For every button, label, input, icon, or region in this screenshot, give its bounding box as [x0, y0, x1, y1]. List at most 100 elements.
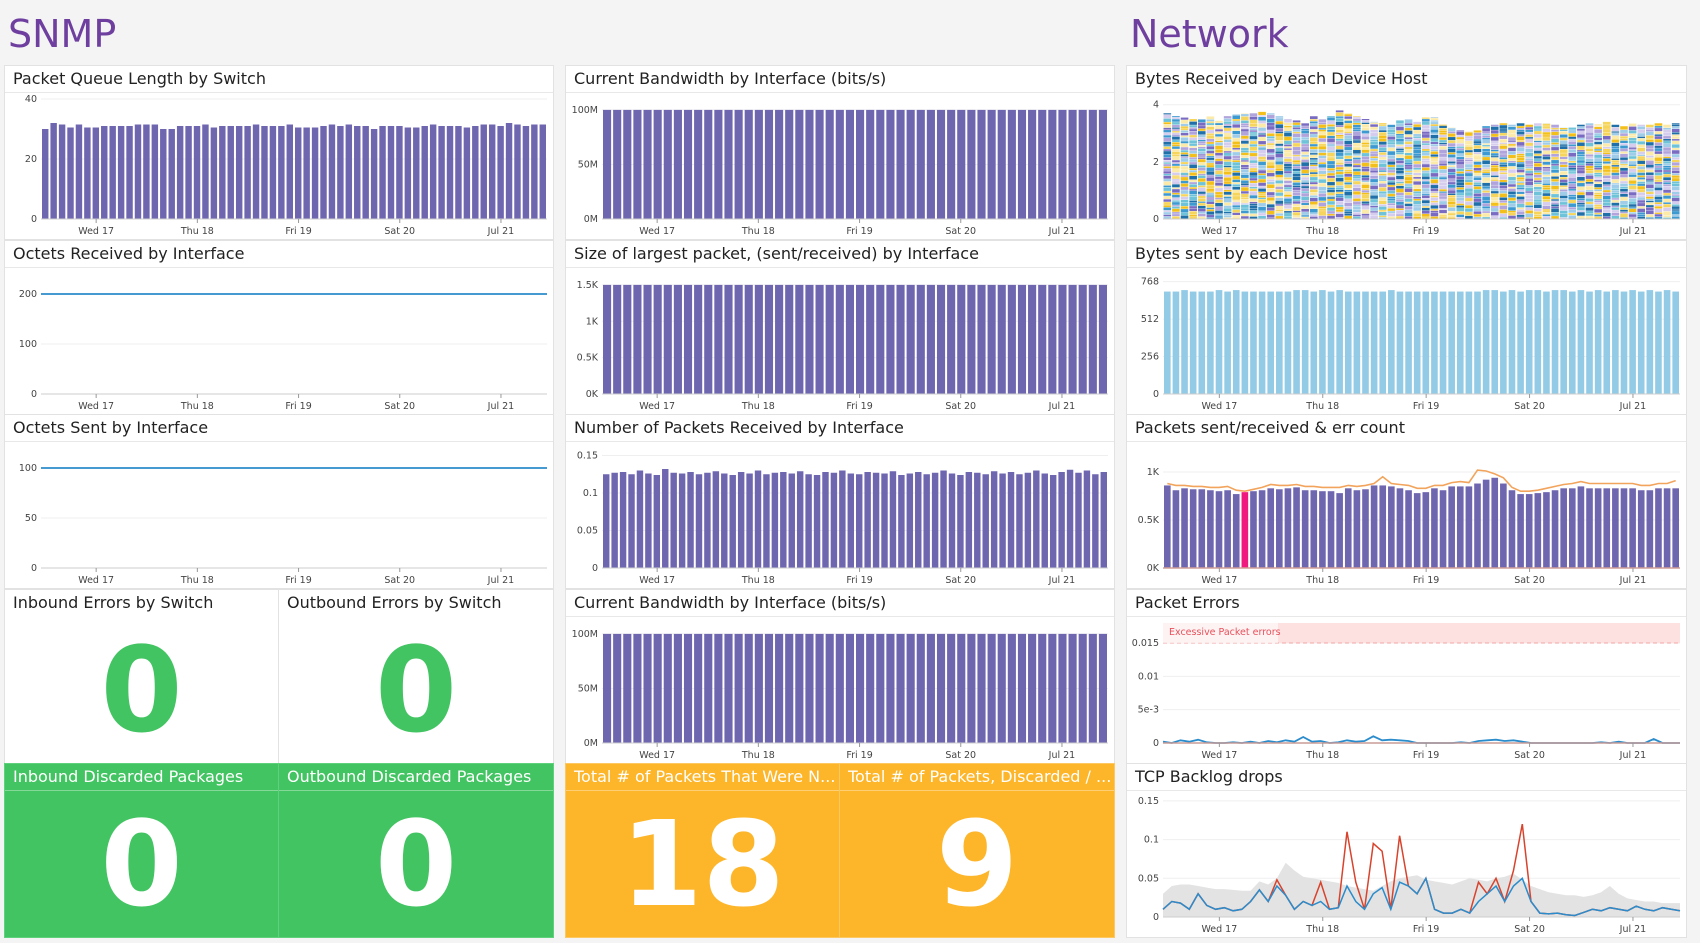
- stack-segment: [1577, 173, 1585, 177]
- x-tick-label: Fri 19: [285, 401, 311, 412]
- stack-segment: [1215, 176, 1223, 179]
- bar: [1439, 490, 1447, 568]
- stack-segment: [1378, 147, 1387, 151]
- y-tick-label: 5e-3: [1138, 705, 1159, 716]
- stack-segment: [1413, 161, 1421, 164]
- bar: [472, 126, 479, 219]
- tile-total-packets-discarded[interactable]: Total # of Packets, Discarded / ... 9: [839, 763, 1115, 938]
- stack-segment: [1671, 196, 1680, 198]
- stack-segment: [1258, 197, 1266, 200]
- stack-segment: [1370, 153, 1378, 157]
- stack-segment: [1525, 124, 1534, 127]
- y-tick-label: 20: [25, 154, 37, 165]
- tile-outbound-errors[interactable]: Outbound Errors by Switch 0: [278, 589, 554, 764]
- stack-segment: [1318, 202, 1327, 207]
- tile-inbound-errors[interactable]: Inbound Errors by Switch 0: [4, 589, 279, 764]
- panel-packet-queue-length[interactable]: Packet Queue Length by Switch 0 20 40 Wed 1…: [4, 65, 554, 240]
- stack-segment: [1568, 146, 1577, 150]
- stack-segment: [1396, 152, 1404, 155]
- bar: [957, 633, 966, 743]
- stack-segment: [1396, 188, 1404, 193]
- stack-segment: [1499, 159, 1508, 163]
- bar: [1577, 486, 1585, 568]
- stack-segment: [1628, 212, 1637, 214]
- stack-segment: [1309, 121, 1318, 124]
- panel-tcp-backlog[interactable]: TCP Backlog drops 0 0.05 0.1 0.15 Wed 17 Thu …: [1126, 763, 1687, 938]
- bar: [1007, 284, 1016, 394]
- stack-segment: [1482, 200, 1490, 204]
- stack-segment: [1585, 207, 1594, 211]
- panel-bytes-received[interactable]: Bytes Received by each Device Host 0 2 4 We…: [1126, 65, 1687, 240]
- panel-packets-sent-received[interactable]: Packets sent/received & err count 0K 0.5K…: [1126, 414, 1687, 589]
- stack-segment: [1206, 211, 1215, 215]
- stack-segment: [1387, 213, 1396, 217]
- bar: [643, 109, 652, 219]
- stack-segment: [1275, 164, 1284, 168]
- stack-segment: [1396, 181, 1404, 184]
- panel-bytes-sent[interactable]: Bytes sent by each Device host 0 256 512 76…: [1126, 240, 1687, 415]
- panel-packets-received[interactable]: Number of Packets Received by Interface …: [565, 414, 1115, 589]
- stack-segment: [1318, 171, 1327, 174]
- stack-segment: [1646, 145, 1654, 149]
- stack-segment: [1654, 182, 1663, 184]
- stack-segment: [1671, 190, 1680, 192]
- stack-segment: [1422, 158, 1430, 161]
- stack-segment: [1646, 184, 1654, 189]
- stack-segment: [1473, 186, 1482, 190]
- stack-segment: [1534, 189, 1542, 192]
- panel-packet-errors[interactable]: Packet Errors 0 5e-3 0.01 0.015 Excessive Pa…: [1126, 589, 1687, 764]
- tile-outbound-discarded[interactable]: Outbound Discarded Packages 0: [278, 763, 554, 938]
- stack-segment: [1241, 150, 1249, 153]
- stack-segment: [1163, 196, 1172, 199]
- panel-largest-packet[interactable]: Size of largest packet, (sent/received) …: [565, 240, 1115, 415]
- stack-segment: [1628, 201, 1637, 204]
- bar: [1276, 291, 1283, 394]
- stack-segment: [1473, 182, 1482, 185]
- stack-segment: [1473, 177, 1482, 180]
- stack-segment: [1611, 172, 1620, 176]
- stack-segment: [1663, 211, 1671, 216]
- stack-segment: [1559, 153, 1568, 157]
- stack-segment: [1439, 165, 1447, 170]
- x-tick-label: Thu 18: [180, 575, 214, 586]
- stack-segment: [1404, 164, 1413, 167]
- panel-current-bandwidth-1[interactable]: Current Bandwidth by Interface (bits/s) …: [565, 65, 1115, 240]
- stack-segment: [1172, 208, 1180, 212]
- stack-segment: [1542, 167, 1551, 169]
- stack-segment: [1525, 164, 1534, 167]
- tile-total-packets-not[interactable]: Total # of Packets That Were N... 18: [565, 763, 840, 938]
- stack-segment: [1465, 171, 1473, 173]
- stack-segment: [1292, 133, 1301, 138]
- stack-segment: [1490, 141, 1499, 144]
- bar: [219, 126, 226, 219]
- stack-segment: [1309, 132, 1318, 134]
- stack-segment: [1258, 133, 1266, 135]
- panel-octets-sent[interactable]: Octets Sent by Interface 0 50 100 Wed 17 Thu…: [4, 414, 554, 589]
- stack-segment: [1163, 127, 1172, 130]
- panel-current-bandwidth-2[interactable]: Current Bandwidth by Interface (bits/s) …: [565, 589, 1115, 764]
- stack-segment: [1585, 128, 1594, 133]
- stack-segment: [1249, 168, 1258, 171]
- stack-segment: [1172, 166, 1180, 169]
- stack-segment: [1318, 167, 1327, 171]
- stack-segment: [1189, 127, 1197, 129]
- stack-segment: [1637, 195, 1646, 197]
- x-tick-label: Wed 17: [1201, 401, 1237, 412]
- panel-octets-received[interactable]: Octets Received by Interface 0 100 200 Wed …: [4, 240, 554, 415]
- tile-inbound-discarded[interactable]: Inbound Discarded Packages 0: [4, 763, 279, 938]
- stack-segment: [1568, 183, 1577, 187]
- stack-segment: [1223, 196, 1232, 199]
- stack-segment: [1534, 140, 1542, 143]
